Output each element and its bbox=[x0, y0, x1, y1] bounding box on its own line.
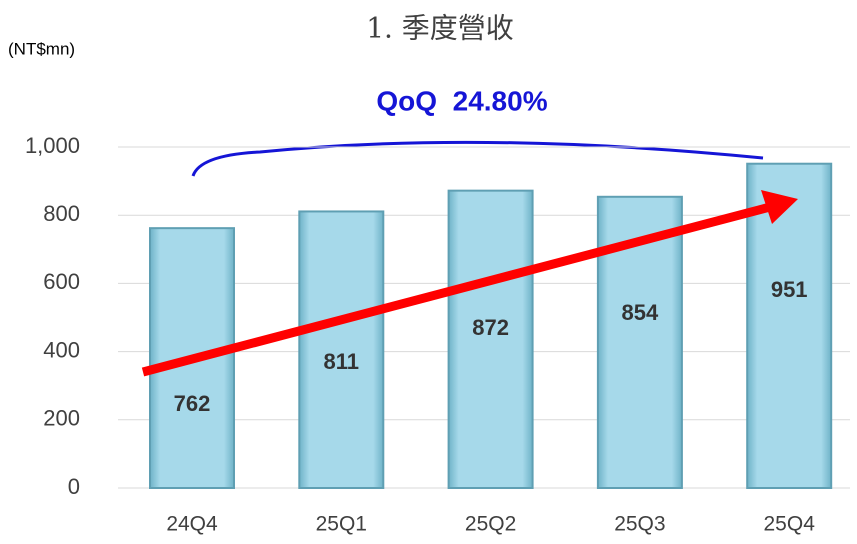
data-label: 811 bbox=[324, 349, 360, 374]
arrow-head bbox=[761, 190, 798, 224]
annotation: QoQ 24.80% bbox=[376, 85, 547, 116]
x-tick-label: 24Q4 bbox=[166, 513, 218, 536]
y-tick-label: 800 bbox=[43, 201, 80, 226]
data-label: 872 bbox=[472, 315, 509, 340]
y-tick-label: 0 bbox=[68, 474, 80, 499]
bar bbox=[447, 189, 534, 489]
y-tick-label: 1,000 bbox=[25, 133, 80, 158]
y-tick-label: 600 bbox=[43, 269, 80, 294]
x-tick-label: 25Q2 bbox=[465, 513, 516, 536]
y-tick-label: 400 bbox=[43, 337, 80, 362]
unit-label: (NT$mn) bbox=[8, 39, 75, 58]
trend-arrow bbox=[141, 202, 772, 377]
chart-title: 1. 季度營收 bbox=[366, 12, 514, 45]
data-label: 854 bbox=[622, 300, 659, 325]
x-tick-label: 25Q4 bbox=[764, 513, 816, 536]
x-tick-label: 25Q1 bbox=[316, 513, 367, 536]
x-tick-label: 25Q3 bbox=[614, 513, 665, 536]
y-tick-label: 200 bbox=[43, 406, 80, 431]
bar bbox=[746, 162, 833, 489]
bar bbox=[298, 210, 385, 489]
data-label: 951 bbox=[771, 277, 808, 302]
data-label: 762 bbox=[174, 391, 211, 416]
annotation-arc bbox=[191, 140, 764, 177]
